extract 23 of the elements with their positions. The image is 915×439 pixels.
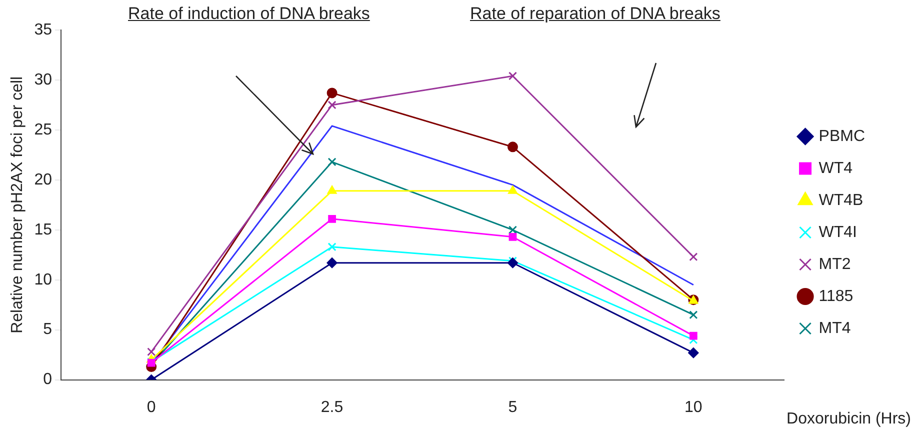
- x-tick-label: 0: [146, 398, 156, 416]
- legend-label: WT4I: [818, 224, 857, 241]
- legend-label: 1185: [818, 288, 854, 305]
- y-tick-label: 20: [34, 171, 52, 188]
- y-tick-label: 25: [34, 121, 52, 138]
- legend-label: PBMC: [818, 128, 866, 145]
- text: Rate of induction of DNA breaks: [128, 4, 370, 24]
- y-tick-label: 30: [34, 71, 52, 88]
- y-tick-label: 15: [34, 221, 52, 238]
- y-axis-title: Relative number pH2AX foci per cell: [9, 76, 26, 334]
- legend-label: WT4B: [818, 192, 864, 209]
- y-tick-label: 5: [43, 321, 52, 338]
- legend-label: MT2: [818, 256, 851, 273]
- text: Rate of reparation of DNA breaks: [470, 4, 720, 24]
- x-tick-label: 10: [684, 398, 702, 416]
- y-tick-label: 0: [43, 371, 52, 388]
- x-axis-title: Doxorubicin (Hrs): [786, 410, 911, 428]
- x-tick-label: 5: [508, 398, 518, 416]
- y-tick-label: 10: [34, 271, 52, 288]
- legend-label: WT4: [818, 160, 853, 177]
- y-tick-label: 35: [34, 21, 52, 38]
- x-tick-label: 2.5: [320, 398, 344, 416]
- legend-label: MT4: [818, 320, 851, 337]
